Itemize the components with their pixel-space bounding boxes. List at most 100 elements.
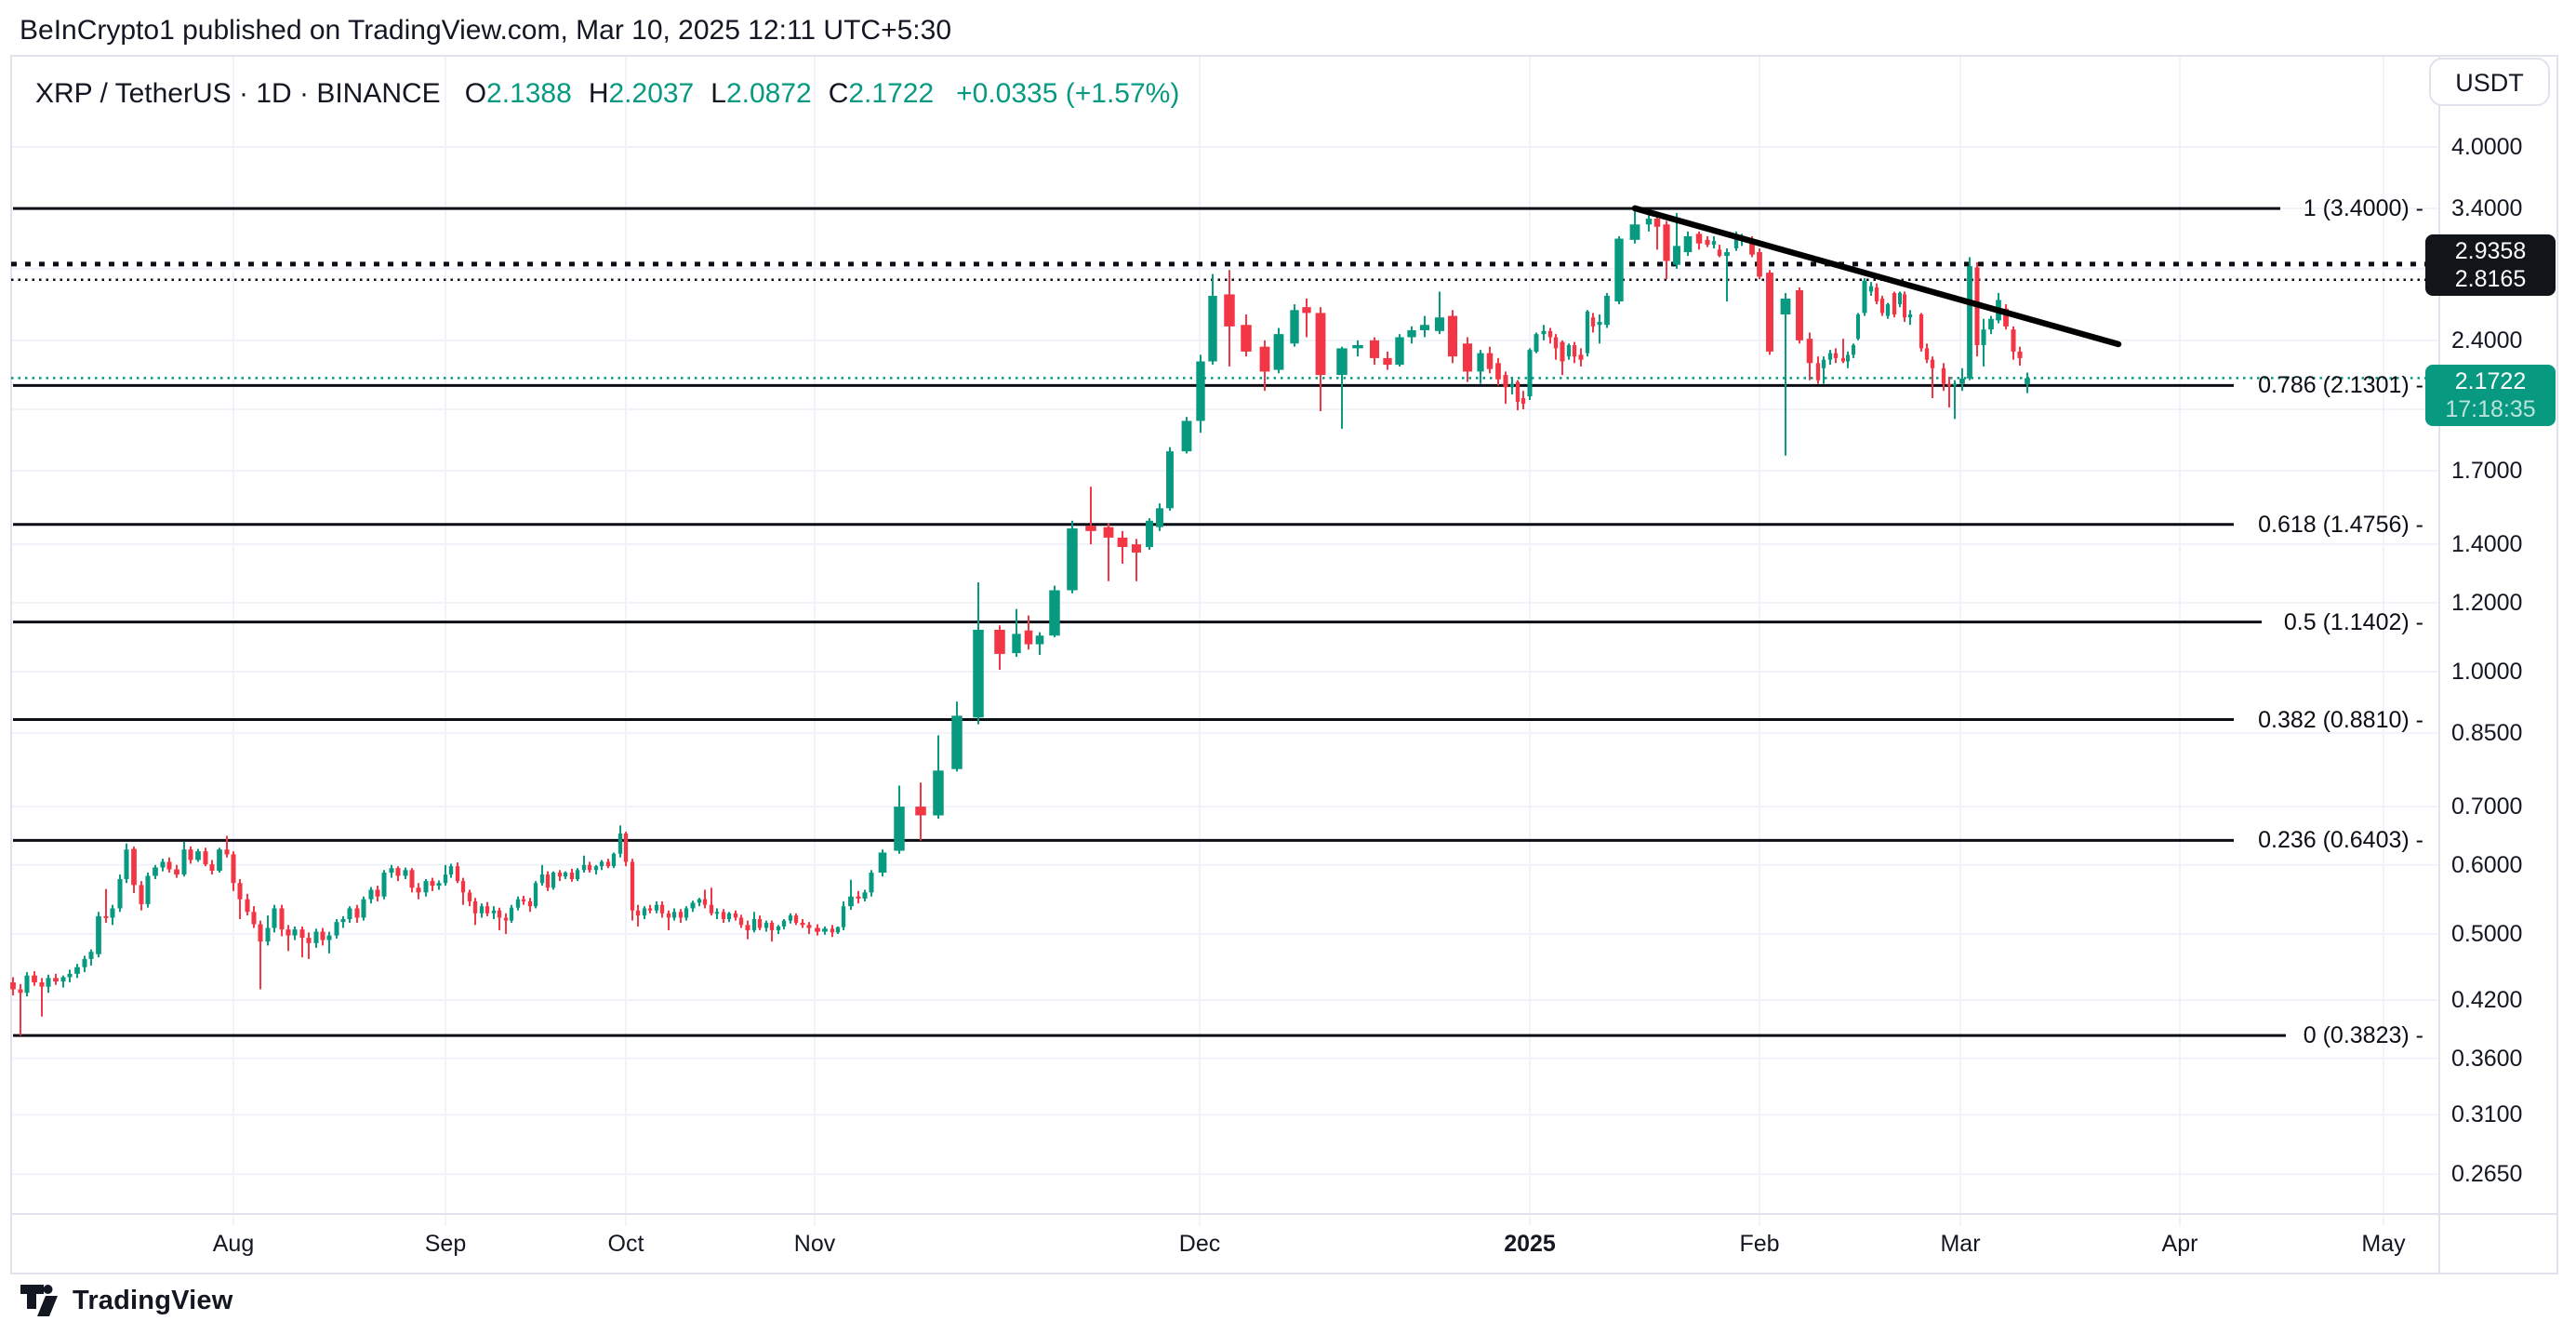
candle-down: [856, 896, 861, 899]
candle-down: [738, 917, 744, 926]
time-axis-label-apr[interactable]: Apr: [2161, 1231, 2198, 1257]
candle-up: [1067, 528, 1078, 591]
candle-down: [623, 833, 629, 862]
currency-unit-button[interactable]: USDT: [2429, 58, 2550, 106]
time-axis-label-dec[interactable]: Dec: [1178, 1231, 1221, 1257]
candle-up: [1146, 520, 1153, 548]
candle-down: [1946, 383, 1952, 386]
candle-up: [1780, 298, 1791, 315]
candle-down: [1117, 537, 1128, 548]
candle-down: [209, 864, 215, 871]
time-axis-label-mar[interactable]: Mar: [1940, 1231, 1981, 1257]
candle-down: [1560, 341, 1565, 362]
candle-up: [1208, 295, 1217, 362]
candle-down: [2003, 308, 2009, 327]
candle-up: [539, 874, 545, 884]
candle-up: [313, 931, 319, 943]
time-axis-label-aug[interactable]: Aug: [212, 1231, 255, 1257]
candle-up: [153, 867, 158, 876]
time-axis-label-may[interactable]: May: [2361, 1231, 2406, 1257]
candle-down: [1495, 363, 1501, 380]
symbol-legend[interactable]: XRP / TetherUS · 1D · BINANCE O2.1388 H2.2…: [35, 78, 1179, 110]
candle-down: [1705, 239, 1710, 246]
fib-level-label: 0 (0.3823) -: [2303, 1022, 2423, 1049]
candle-down: [18, 989, 23, 994]
candle-down: [53, 978, 59, 982]
candle-up: [1434, 317, 1445, 331]
candle-down: [166, 861, 172, 870]
candle-up: [835, 927, 841, 933]
candle-down: [1695, 233, 1703, 244]
symbol-title[interactable]: XRP / TetherUS · 1D · BINANCE: [35, 78, 441, 109]
current-price-value: 2.1722: [2454, 368, 2527, 394]
candle-up: [714, 912, 720, 914]
candle-down: [467, 892, 472, 901]
candle-down: [1930, 359, 1935, 368]
candle-down: [39, 981, 45, 987]
candle-up: [1856, 314, 1860, 340]
candle-up: [788, 915, 793, 921]
candle-down: [1383, 357, 1392, 366]
candle-up: [776, 926, 781, 930]
candle-up: [611, 853, 617, 867]
time-axis-label-nov[interactable]: Nov: [793, 1231, 836, 1257]
candle-up: [1898, 292, 1902, 305]
candle-down: [630, 861, 635, 911]
candle-down: [485, 906, 490, 914]
candle-down: [497, 910, 502, 918]
candle-up: [195, 851, 201, 860]
candle-up: [96, 915, 101, 954]
candle-down: [2011, 329, 2016, 352]
candle-down: [1757, 252, 1762, 277]
candle-up: [822, 928, 828, 932]
candle-down: [1085, 526, 1096, 531]
fib-level-label: 0.618 (1.4756) -: [2258, 511, 2423, 538]
candle-up: [403, 870, 408, 876]
fib-level-label: 0.5 (1.1402) -: [2283, 608, 2423, 635]
chart-frame: [10, 55, 2558, 1274]
candle-up: [1273, 334, 1284, 370]
time-axis-label-oct[interactable]: Oct: [607, 1231, 644, 1257]
candle-up: [326, 935, 332, 940]
candle-up: [124, 849, 129, 880]
candle-up: [491, 910, 497, 914]
candle-down: [709, 904, 714, 914]
candle-up: [1181, 420, 1192, 452]
candle-up: [217, 849, 222, 871]
candle-down: [1224, 294, 1235, 327]
candle-up: [1724, 252, 1730, 257]
candle-down: [237, 883, 243, 900]
time-axis-label-feb[interactable]: Feb: [1739, 1231, 1780, 1257]
candle-up: [1585, 311, 1590, 354]
candle-up: [479, 906, 485, 914]
legend-change: +0.0335 (+1.57%): [956, 78, 1180, 109]
time-axis-label-sep[interactable]: Sep: [424, 1231, 467, 1257]
candle-down: [10, 981, 16, 990]
candle-down: [1841, 357, 1845, 362]
candle-up: [1629, 224, 1640, 240]
time-axis-label-2025[interactable]: 2025: [1504, 1231, 1556, 1257]
candle-up: [751, 919, 757, 930]
candle-down: [1874, 287, 1879, 302]
candle-up: [361, 899, 366, 918]
candle-up: [1049, 590, 1060, 636]
candle-up: [1967, 266, 1972, 379]
candle-up: [389, 868, 394, 874]
tradingview-watermark[interactable]: TradingView: [20, 1285, 233, 1316]
candle-up: [1012, 634, 1021, 654]
candle-down: [279, 908, 285, 930]
candle-up: [1604, 295, 1610, 326]
candle-up: [1541, 330, 1547, 335]
candle-up: [1645, 219, 1653, 225]
candle-up: [933, 770, 944, 816]
price-axis-label: 0.6000: [2451, 851, 2523, 878]
candle-up: [617, 833, 623, 854]
candle-up: [1827, 353, 1833, 360]
candle-down: [460, 881, 466, 893]
candle-up: [1407, 329, 1416, 338]
candle-down: [1259, 346, 1270, 372]
candle-down: [769, 922, 775, 930]
candle-down: [1919, 314, 1924, 349]
